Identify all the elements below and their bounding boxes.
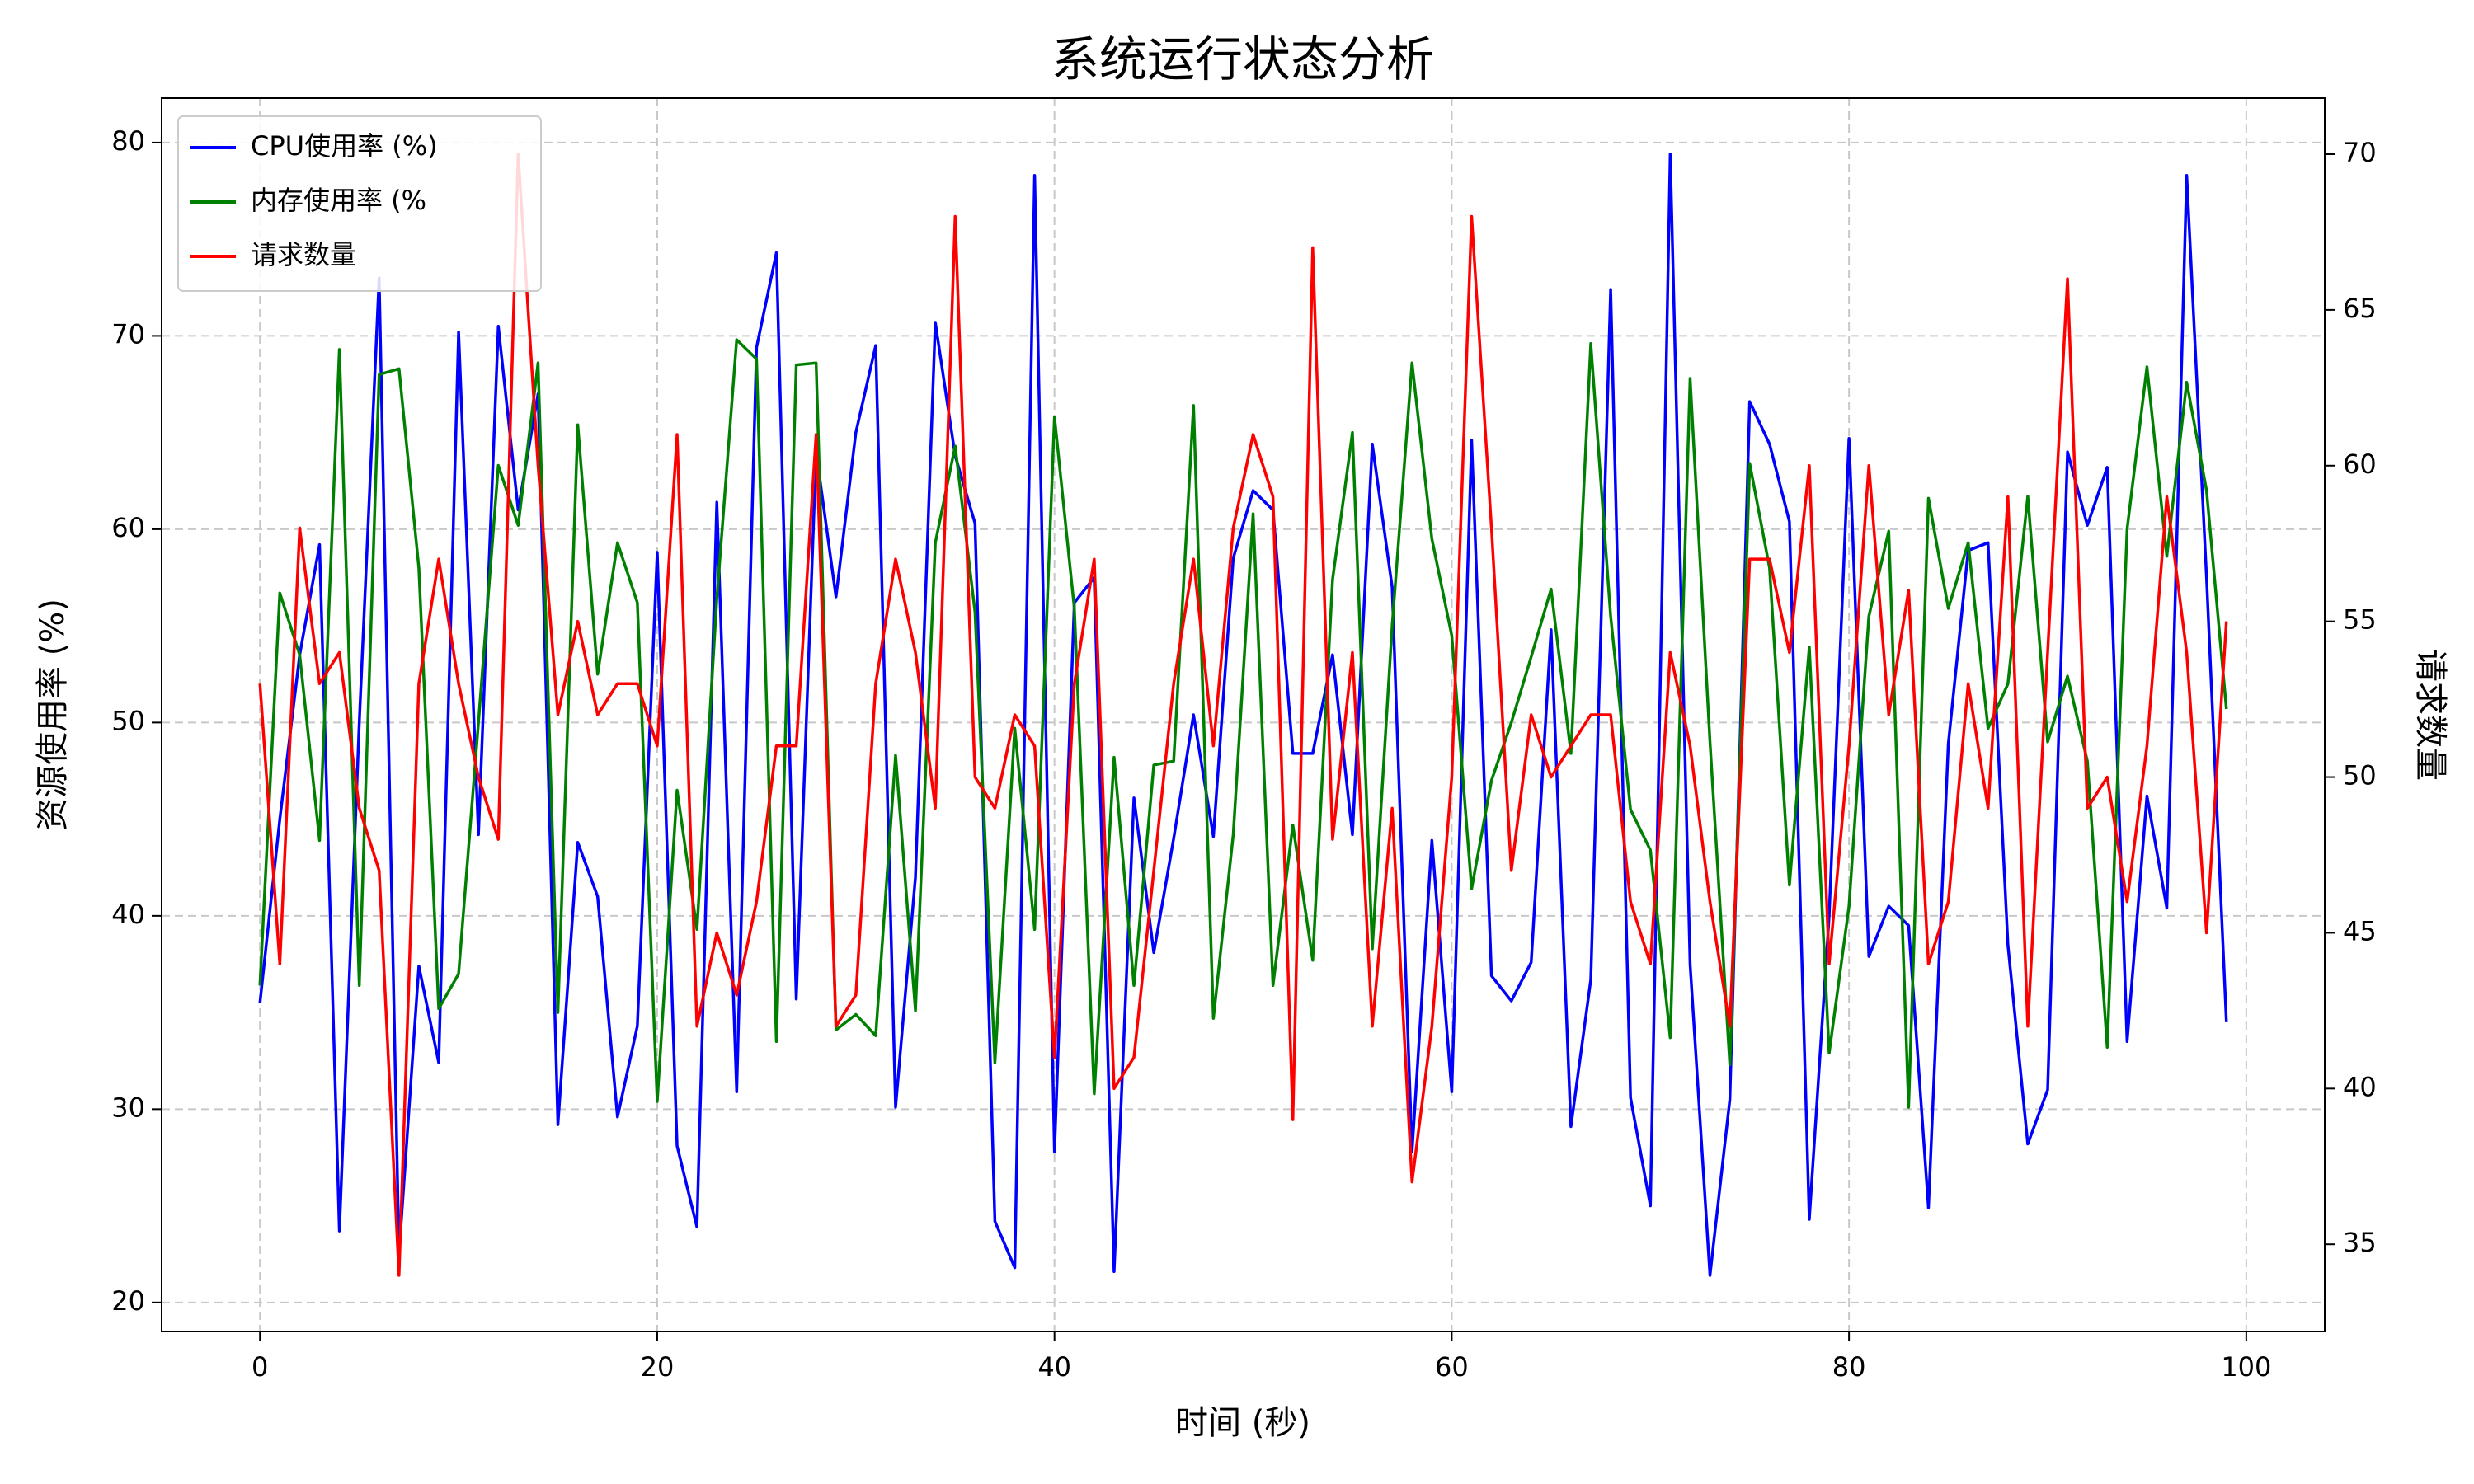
y2-tick-label: 65 bbox=[2343, 293, 2377, 324]
y-tick-label: 60 bbox=[111, 512, 145, 543]
y2-tick-label: 40 bbox=[2343, 1071, 2377, 1102]
x-axis-label: 时间 (秒) bbox=[1175, 1404, 1310, 1442]
x-tick-label: 80 bbox=[1832, 1351, 1866, 1383]
y-tick-label: 20 bbox=[111, 1285, 145, 1317]
y2-tick-label: 70 bbox=[2343, 137, 2377, 168]
x-tick-label: 60 bbox=[1435, 1351, 1469, 1383]
plot-frame bbox=[161, 97, 2326, 1332]
line-series bbox=[258, 153, 2228, 1277]
x-tick-label: 100 bbox=[2221, 1351, 2271, 1383]
y2-tick-label: 55 bbox=[2343, 604, 2377, 636]
y2-axis-label: 请求数量 bbox=[2411, 649, 2449, 781]
legend-label: CPU使用率 (%) bbox=[251, 130, 438, 162]
line-series bbox=[258, 338, 2228, 1109]
y-tick-label: 80 bbox=[111, 125, 145, 157]
y-tick-label: 50 bbox=[111, 705, 145, 736]
legend-label: 请求数量 bbox=[251, 239, 356, 270]
y2-tick-label: 45 bbox=[2343, 915, 2377, 946]
y2-tick-label: 50 bbox=[2343, 760, 2377, 791]
line-series bbox=[258, 153, 2228, 1277]
y-tick-label: 70 bbox=[111, 318, 145, 350]
y-tick-label: 40 bbox=[111, 899, 145, 930]
legend: CPU使用率 (%) 内存使用率 (% 请求数量 bbox=[177, 115, 542, 292]
x-tick-label: 0 bbox=[252, 1351, 268, 1383]
y2-tick-label: 60 bbox=[2343, 448, 2377, 480]
y-tick-label: 30 bbox=[111, 1092, 145, 1123]
x-tick-label: 20 bbox=[641, 1351, 675, 1383]
legend-box bbox=[177, 115, 542, 292]
x-tick-label: 40 bbox=[1037, 1351, 1071, 1383]
y-axis-label: 资源使用率 (%) bbox=[34, 599, 72, 831]
chart-title: 系统运行状态分析 bbox=[1051, 31, 1434, 87]
legend-label: 内存使用率 (% bbox=[251, 185, 426, 216]
y2-tick-label: 35 bbox=[2343, 1227, 2377, 1258]
